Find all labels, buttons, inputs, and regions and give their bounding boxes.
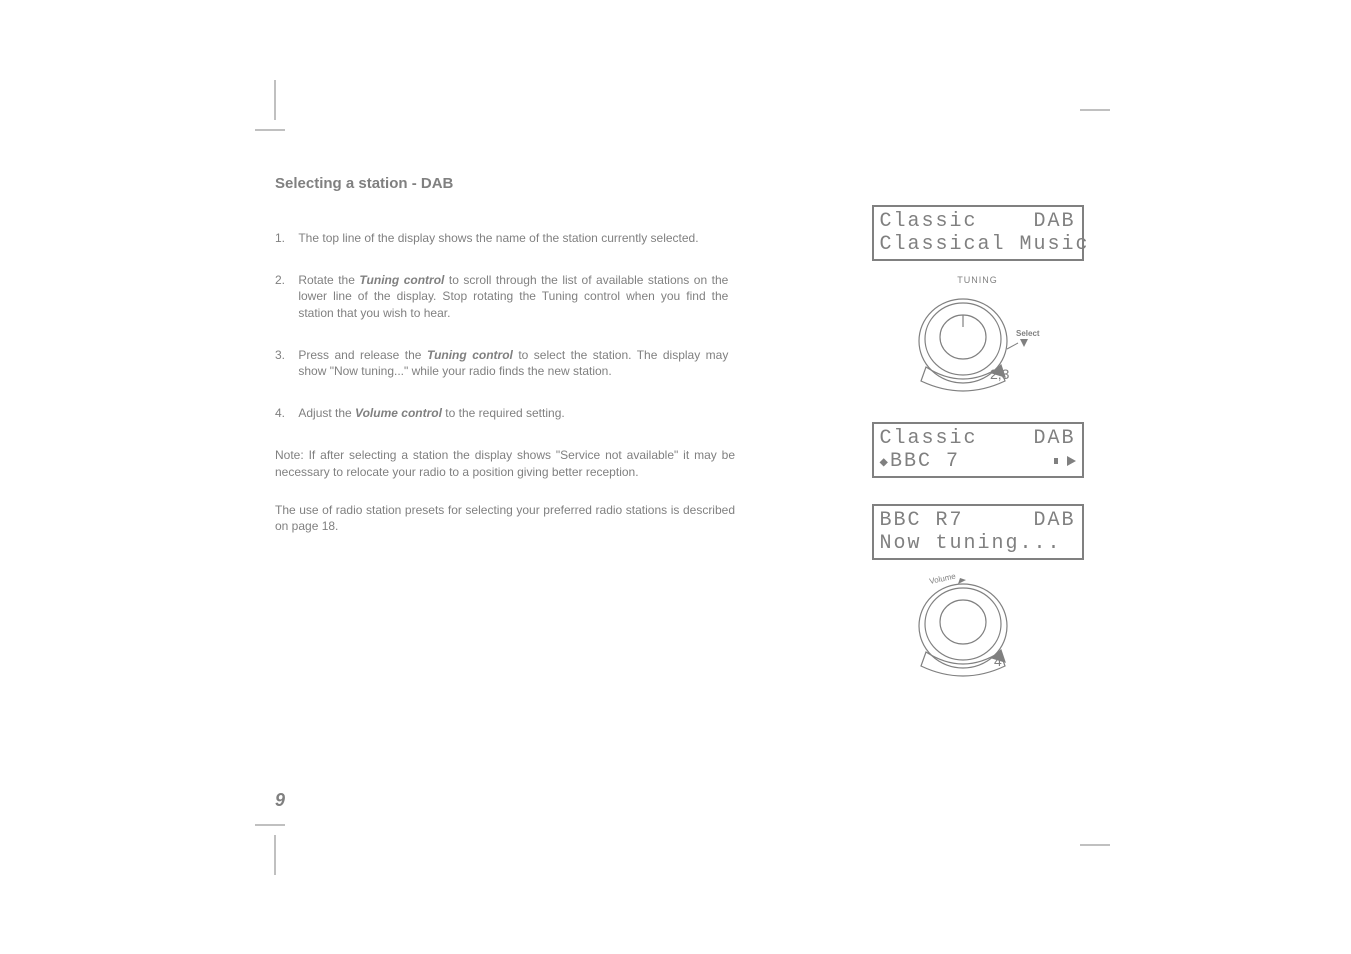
crop-mark-bl	[255, 815, 295, 875]
lcd-station: BBC R7	[880, 509, 964, 532]
lcd-display-1: Classic DAB Classical Music	[872, 205, 1084, 261]
step-4: 4. Adjust the Volume control to the requ…	[275, 405, 735, 421]
illustrations-column: Classic DAB Classical Music TUNING	[850, 205, 1105, 707]
instructions-column: 1. The top line of the display shows the…	[275, 230, 735, 556]
step-1: 1. The top line of the display shows the…	[275, 230, 735, 246]
step-text: The top line of the display shows the na…	[298, 230, 728, 246]
step-number: 2.	[275, 272, 295, 288]
page-content: Selecting a station - DAB 1. The top lin…	[275, 175, 1095, 556]
note-presets: The use of radio station presets for sel…	[275, 502, 735, 534]
crop-mark-tr	[1080, 95, 1110, 125]
step-number: 3.	[275, 347, 295, 363]
volume-knob-diagram: Volume 4	[850, 574, 1105, 689]
lcd-status: Now tuning...	[880, 532, 1062, 555]
volume-knob-icon: Volume 4	[908, 574, 1048, 684]
crop-mark-tl	[255, 80, 295, 140]
lcd-station: Classic	[880, 427, 978, 450]
lcd-mode: DAB	[1033, 509, 1075, 532]
knob-badge: 4	[994, 653, 1002, 669]
volume-label: Volume	[928, 574, 957, 586]
control-name: Tuning control	[359, 273, 444, 287]
lcd-display-2: Classic DAB ◆BBC 7	[872, 422, 1084, 478]
lcd-list-item: ◆BBC 7	[880, 450, 960, 473]
scroll-arrow-icon	[1067, 450, 1076, 473]
lcd-mode: DAB	[1033, 427, 1075, 450]
knob-badge: 2,3	[990, 366, 1010, 382]
step-text: Rotate the Tuning control to scroll thro…	[298, 272, 728, 321]
tuning-knob-icon: Select 2,3	[908, 289, 1048, 399]
lcd-mode: DAB	[1033, 210, 1075, 233]
step-3: 3. Press and release the Tuning control …	[275, 347, 735, 379]
lcd-info: Classical Music	[880, 233, 1090, 256]
page-heading: Selecting a station - DAB	[275, 175, 1095, 192]
lcd-display-3: BBC R7 DAB Now tuning...	[872, 504, 1084, 560]
step-2: 2. Rotate the Tuning control to scroll t…	[275, 272, 735, 321]
step-number: 1.	[275, 230, 295, 246]
crop-mark-br	[1080, 830, 1110, 860]
control-name: Volume control	[355, 406, 442, 420]
tuning-knob-diagram: Select 2,3	[850, 289, 1105, 404]
lcd-station: Classic	[880, 210, 978, 233]
page-number: 9	[275, 790, 285, 811]
note-reception: Note: If after selecting a station the d…	[275, 447, 735, 479]
tuning-label: TUNING	[850, 275, 1105, 285]
control-name: Tuning control	[427, 348, 513, 362]
select-label: Select	[1016, 329, 1040, 338]
step-text: Adjust the Volume control to the require…	[298, 405, 728, 421]
step-number: 4.	[275, 405, 295, 421]
step-text: Press and release the Tuning control to …	[298, 347, 728, 379]
diamond-icon: ◆	[880, 455, 890, 471]
